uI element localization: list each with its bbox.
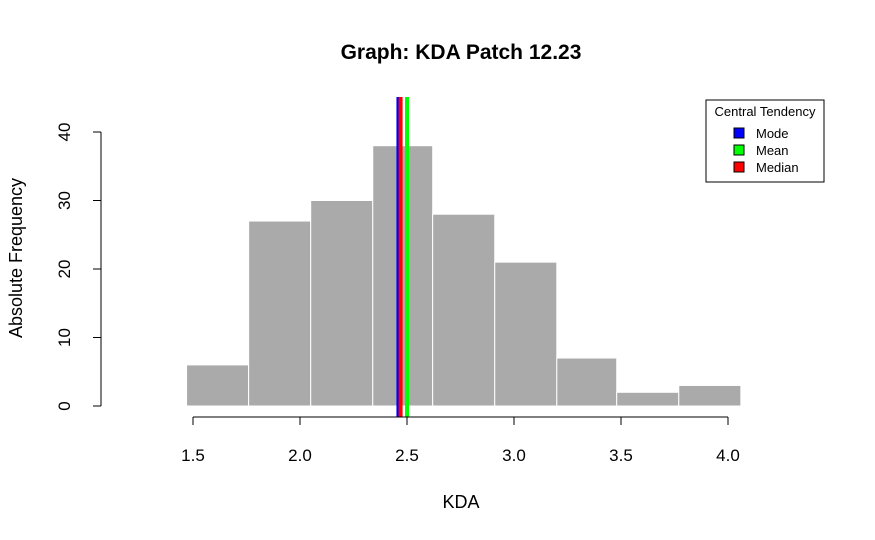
legend-swatch: [733, 144, 745, 156]
histogram-bar: [432, 213, 496, 407]
histogram-bar: [678, 384, 742, 407]
histogram-bar: [248, 220, 312, 407]
chart-title: Graph: KDA Patch 12.23: [341, 41, 582, 64]
x-tick-label: 1.5: [181, 446, 205, 465]
x-tick-label: 4.0: [716, 446, 740, 465]
histogram-bar: [556, 357, 618, 407]
y-axis-label: Absolute Frequency: [6, 178, 26, 338]
histogram-bar: [616, 391, 680, 407]
y-tick-label: 40: [55, 123, 74, 142]
y-tick-label: 30: [55, 191, 74, 210]
central-tendency-lines: [396, 97, 409, 417]
legend-entry-label: Mode: [756, 126, 789, 141]
legend-swatch: [733, 161, 745, 173]
histogram-bar: [494, 261, 558, 407]
legend: Central Tendency Mode Mean Median: [705, 99, 825, 183]
y-tick-label: 20: [55, 260, 74, 279]
histogram-bar: [186, 364, 250, 407]
y-tick-label: 0: [55, 401, 74, 410]
histogram-bar: [372, 145, 434, 407]
bars-group: [186, 145, 742, 407]
legend-title: Central Tendency: [715, 104, 816, 119]
x-tick-label: 3.5: [609, 446, 633, 465]
x-axis: 1.5 2.0 2.5 3.0 3.5 4.0: [181, 416, 740, 465]
x-tick-label: 3.0: [502, 446, 526, 465]
x-tick-label: 2.5: [395, 446, 419, 465]
histogram-bar: [310, 200, 374, 407]
legend-entry-label: Median: [756, 160, 799, 175]
legend-swatch: [733, 127, 745, 139]
legend-entry-label: Mean: [756, 143, 789, 158]
x-tick-label: 2.0: [288, 446, 312, 465]
x-axis-label: KDA: [442, 492, 479, 512]
y-axis: 0 10 20 30 40: [55, 123, 102, 411]
y-tick-label: 10: [55, 328, 74, 347]
legend-box: [705, 99, 825, 183]
